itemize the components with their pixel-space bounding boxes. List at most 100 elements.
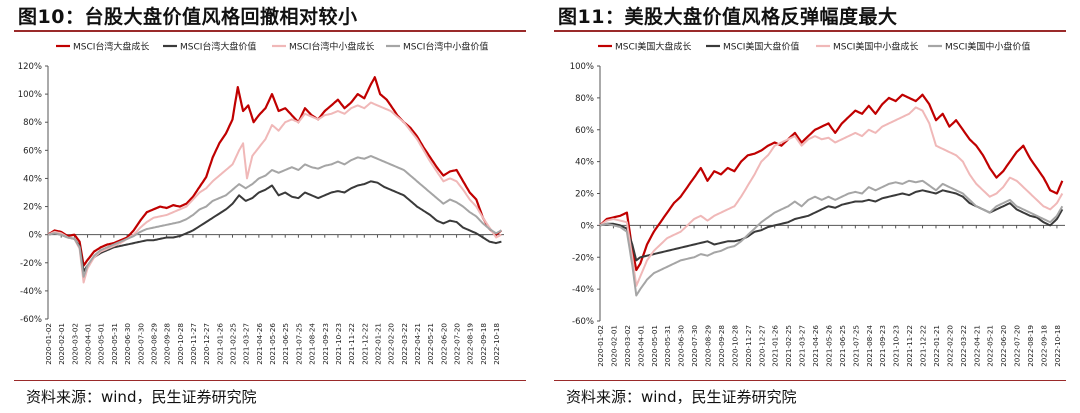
x-tick-label: 2020-12-27 [202,323,211,365]
x-tick-label: 2020-05-31 [110,323,119,365]
chart-title: 图10：台股大盘价值风格回撤相对较小 [18,6,358,28]
x-tick-label: 2022-02-20 [387,323,396,365]
x-tick-label: 2021-01-26 [771,325,780,367]
legend-label: MSCI美国大盘成长 [615,41,691,53]
legend-label: MSCI美国大盘价值 [723,41,799,53]
y-tick-label: -60% [20,315,42,325]
x-tick-label: 2022-03-22 [959,325,968,367]
x-tick-label: 2021-02-25 [229,323,238,365]
y-tick-label: 100% [570,62,594,72]
source-divider [554,380,1066,381]
x-tick-label: 2022-01-21 [932,325,941,367]
x-tick-label: 2020-04-01 [636,325,645,367]
x-tick-label: 2021-04-26 [811,325,820,367]
y-tick-label: 80% [23,118,42,128]
series-line-3 [599,106,1064,287]
title-divider [14,30,526,32]
x-tick-label: 2022-08-19 [1026,325,1035,367]
x-tick-label: 2020-04-01 [84,323,93,365]
series-line-4 [47,155,502,278]
legend-label: MSCI台湾大盘成长 [73,41,149,53]
y-tick-label: -20% [20,259,42,269]
x-tick-label: 2020-01-02 [596,325,605,367]
y-tick-label: 20% [575,190,594,200]
x-tick-label: 2020-09-28 [717,325,726,367]
series-line-3 [47,101,502,284]
x-tick-label: 2020-11-27 [189,323,198,365]
x-tick-label: 2022-10-18 [1053,325,1062,367]
x-tick-label: 2022-06-20 [439,323,448,365]
y-tick-label: 40% [23,174,42,184]
x-tick-label: 2020-07-30 [136,323,145,365]
source-divider [14,380,526,381]
x-tick-label: 2021-09-23 [878,325,887,367]
x-tick-label: 2021-11-22 [347,323,356,365]
chart-us-style-index: -60% -40% -20% 0% 20% 40% 60% 80% 100% 2020-01-02… [570,41,1065,367]
x-tick-label: 2021-02-25 [784,325,793,367]
y-tick-label: -60% [572,317,594,327]
x-tick-label: 2022-06-20 [999,325,1008,367]
x-tick-label: 2021-11-22 [905,325,914,367]
x-tick-label: 2020-06-30 [123,323,132,365]
x-tick-label: 2022-09-18 [479,323,488,365]
x-tick-label: 2020-08-29 [149,323,158,365]
x-tick-label: 2020-02-01 [609,325,618,367]
title-divider [554,30,1066,32]
x-tick-label: 2021-05-26 [268,323,277,365]
x-tick-label: 2021-10-23 [334,323,343,365]
legend-label: MSCI台湾中小盘价值 [403,41,488,53]
y-tick-label: 60% [575,126,594,136]
y-tick-label: 0% [29,231,43,241]
x-tick-label: 2022-04-21 [972,325,981,367]
x-tick-label: 2021-07-25 [851,325,860,367]
x-tick-label: 2020-10-28 [176,323,185,365]
chart-taiwan-style-index: -60% -40% -20% 0% 20% 40% 60% 80% 100% 120% 2020-0… [18,41,504,365]
y-tick-label: 0% [581,221,595,231]
x-tick-label: 2021-12-22 [360,323,369,365]
x-tick-label: 2022-09-18 [1039,325,1048,367]
x-tick-label: 2021-01-26 [215,323,224,365]
chart-panel-us: 图11：美股大盘价值风格反弹幅度最大 -60% -40% -20% 0% 20% 40% 6… [540,0,1080,413]
x-tick-label: 2021-08-24 [865,325,874,367]
x-tick-label: 2020-07-30 [690,325,699,367]
legend-label: MSCI美国中小盘成长 [833,41,918,53]
x-tick-label: 2020-05-01 [97,323,106,365]
y-tick-label: 60% [23,146,42,156]
source-note: 资料来源：wind，民生证券研究院 [566,388,797,406]
x-tick-label: 2022-05-21 [986,325,995,367]
x-tick-label: 2022-02-20 [945,325,954,367]
x-tick-label: 2020-10-28 [730,325,739,367]
y-tick-label: 20% [23,203,42,213]
x-tick-label: 2021-12-22 [919,325,928,367]
x-tick-label: 2021-03-27 [798,325,807,367]
x-tick-label: 2021-03-27 [242,323,251,365]
y-tick-label: 40% [575,158,594,168]
legend-label: MSCI台湾中小盘成长 [289,41,374,53]
x-tick-label: 2021-05-26 [824,325,833,367]
source-note: 资料来源：wind，民生证券研究院 [26,388,257,406]
chart-panel-taiwan: 图10：台股大盘价值风格回撤相对较小 -60% -40% -20% 0% 20% 40% 6… [14,6,526,406]
y-tick-label: -40% [572,285,594,295]
x-tick-label: 2022-04-21 [413,323,422,365]
y-tick-label: 100% [18,90,42,100]
x-tick-label: 2020-05-01 [650,325,659,367]
x-tick-label: 2020-01-02 [44,323,53,365]
series-line-1 [47,76,503,267]
y-tick-label: -20% [572,253,594,263]
x-tick-label: 2020-06-30 [677,325,686,367]
x-tick-label: 2022-03-22 [400,323,409,365]
x-tick-label: 2020-08-29 [704,325,713,367]
series-line-1 [599,93,1064,272]
x-tick-label: 2022-01-21 [373,323,382,365]
series-line-4 [599,179,1064,297]
x-tick-label: 2020-03-02 [623,325,632,367]
series-line-2 [47,180,502,273]
x-tick-label: 2021-10-23 [892,325,901,367]
x-tick-label: 2021-07-25 [294,323,303,365]
x-tick-label: 2021-06-25 [838,325,847,367]
x-tick-label: 2020-12-27 [757,325,766,367]
x-tick-label: 2022-05-21 [426,323,435,365]
y-tick-label: 120% [18,62,42,72]
x-tick-label: 2020-03-02 [70,323,79,365]
x-tick-label: 2022-08-19 [466,323,475,365]
